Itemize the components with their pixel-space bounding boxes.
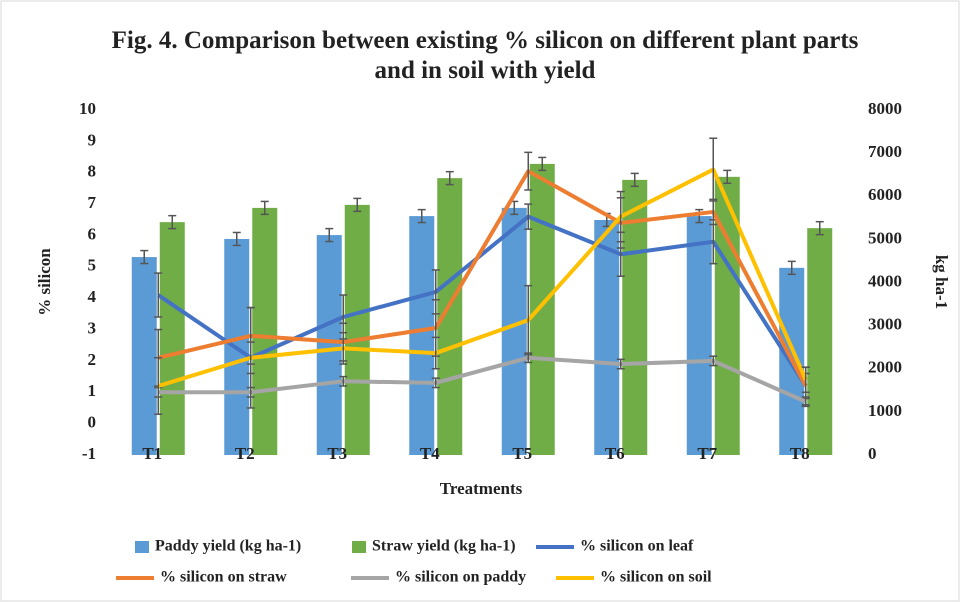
error-bar bbox=[154, 272, 163, 318]
y2-tick-label: 0 bbox=[868, 444, 877, 463]
y-axis-title: % silicon bbox=[35, 248, 54, 316]
error-bar bbox=[260, 200, 269, 216]
y-tick-label: 7 bbox=[88, 193, 97, 212]
line bbox=[157, 169, 808, 387]
error-bar bbox=[431, 336, 440, 370]
legend-label: % silicon on straw bbox=[160, 569, 287, 586]
error-bar bbox=[417, 208, 426, 224]
error-bar bbox=[616, 358, 625, 370]
bar bbox=[686, 216, 712, 455]
legend-label: Straw yield (kg ha-1) bbox=[372, 538, 516, 555]
error-bar bbox=[524, 284, 533, 356]
y-tick-label: 8 bbox=[88, 162, 97, 181]
chart-title: Fig. 4. Comparison between existing % si… bbox=[111, 27, 859, 84]
error-bar bbox=[787, 260, 796, 276]
bar bbox=[501, 207, 527, 455]
legend-label: % silicon on leaf bbox=[580, 538, 694, 555]
error-bar bbox=[246, 341, 255, 375]
error-bar bbox=[431, 377, 440, 389]
y-tick-label: -1 bbox=[82, 444, 96, 463]
legend-label: Paddy yield (kg ha-1) bbox=[155, 538, 301, 555]
bar bbox=[159, 222, 185, 455]
line bbox=[157, 214, 808, 388]
error-bar bbox=[325, 227, 334, 243]
error-bar bbox=[524, 203, 533, 230]
y-tick-label: 10 bbox=[79, 99, 96, 118]
y-tick-label: 2 bbox=[88, 350, 97, 369]
error-bar bbox=[723, 169, 732, 185]
x-tick-label: T3 bbox=[327, 444, 347, 463]
error-bar bbox=[445, 170, 454, 186]
bar bbox=[529, 163, 555, 455]
bar bbox=[409, 216, 435, 455]
bar bbox=[344, 204, 370, 455]
legend-label: % silicon on soil bbox=[600, 569, 712, 586]
y-tick-label: 9 bbox=[88, 130, 97, 149]
x-tick-label: T1 bbox=[142, 444, 162, 463]
y-tick-label: 4 bbox=[88, 287, 97, 306]
legend-swatch bbox=[352, 541, 366, 553]
y2-tick-label: 7000 bbox=[868, 142, 902, 161]
legend-label: % silicon on paddy bbox=[395, 569, 526, 586]
error-bar bbox=[815, 220, 824, 236]
error-bar bbox=[339, 375, 348, 387]
y2-tick-label: 6000 bbox=[868, 185, 902, 204]
error-bar bbox=[246, 386, 255, 398]
bar bbox=[131, 257, 157, 455]
x-tick-label: T8 bbox=[790, 444, 810, 463]
error-bar bbox=[709, 355, 718, 367]
error-bar bbox=[140, 249, 149, 265]
error-bar bbox=[339, 331, 348, 365]
y-tick-label: 1 bbox=[88, 381, 97, 400]
y2-tick-label: 4000 bbox=[868, 271, 902, 290]
y2-axis-title: kg ha-1 bbox=[932, 255, 951, 309]
y2-tick-label: 1000 bbox=[868, 401, 902, 420]
error-bar bbox=[801, 366, 810, 394]
bar bbox=[622, 179, 648, 456]
y2-tick-label: 5000 bbox=[868, 228, 902, 247]
x-tick-label: T2 bbox=[235, 444, 255, 463]
x-axis-title: Treatments bbox=[440, 479, 523, 498]
y2-tick-label: 2000 bbox=[868, 358, 902, 377]
error-bar bbox=[709, 137, 718, 202]
line bbox=[157, 167, 808, 388]
error-bar bbox=[801, 396, 810, 408]
error-bar bbox=[538, 156, 547, 172]
x-tick-label: T7 bbox=[697, 444, 717, 463]
y2-tick-label: 3000 bbox=[868, 315, 902, 334]
x-tick-label: T5 bbox=[512, 444, 532, 463]
error-bar bbox=[232, 231, 241, 247]
y-tick-label: 0 bbox=[88, 413, 97, 432]
bar bbox=[316, 235, 342, 455]
y-tick-label: 6 bbox=[88, 224, 97, 243]
line bbox=[158, 355, 807, 404]
bar bbox=[252, 207, 278, 455]
y-tick-label: 3 bbox=[88, 318, 97, 337]
y2-tick-label: 8000 bbox=[868, 99, 902, 118]
x-tick-label: T6 bbox=[605, 444, 625, 463]
bar bbox=[807, 228, 833, 455]
error-bar bbox=[353, 197, 362, 213]
x-tick-label: T4 bbox=[420, 444, 440, 463]
error-bar bbox=[154, 357, 163, 415]
error-bar bbox=[168, 214, 177, 230]
bar bbox=[594, 219, 620, 455]
error-bar bbox=[524, 151, 533, 191]
legend-swatch bbox=[135, 541, 149, 553]
error-bar bbox=[630, 172, 639, 188]
error-bar bbox=[616, 190, 625, 243]
y-tick-label: 5 bbox=[88, 256, 97, 275]
